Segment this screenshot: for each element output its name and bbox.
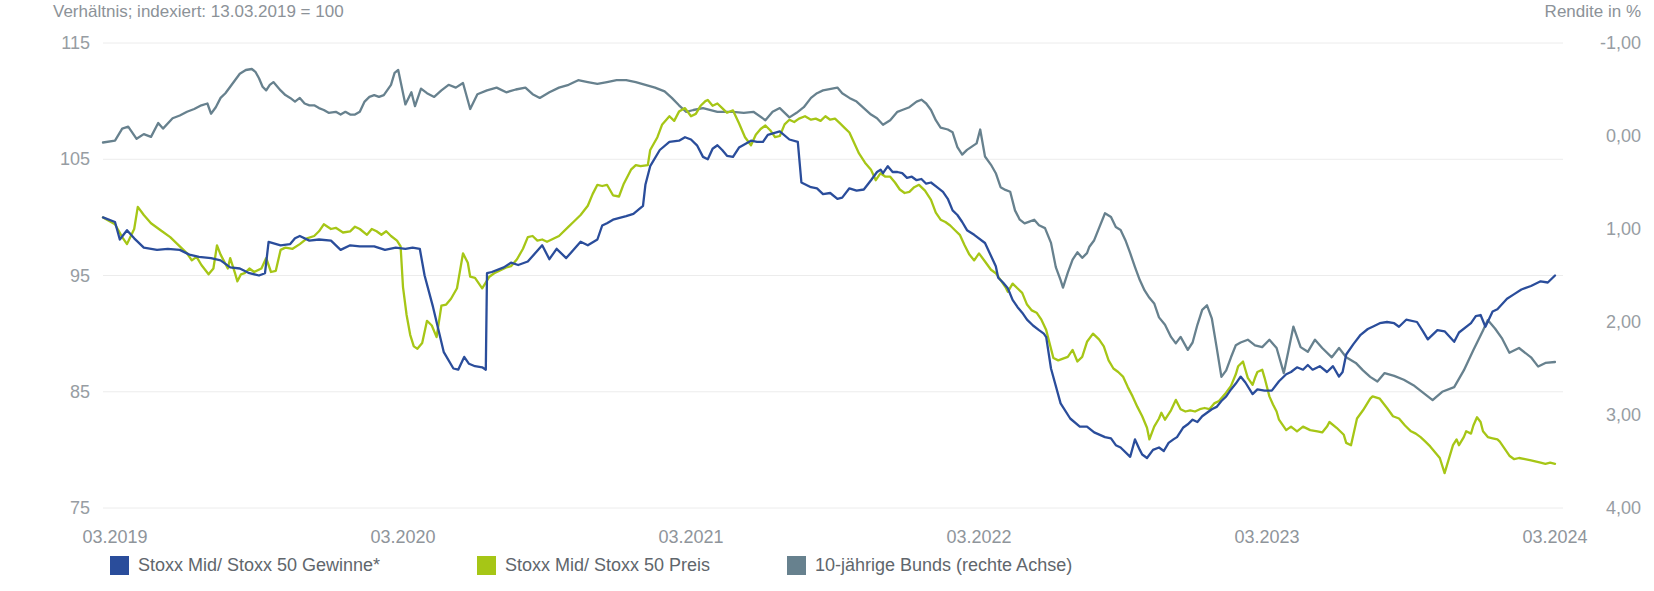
series-line-left (103, 131, 1555, 458)
legend-item: Stoxx Mid/ Stoxx 50 Gewinne* (110, 554, 380, 576)
legend: Stoxx Mid/ Stoxx 50 Gewinne* Stoxx Mid/ S… (0, 554, 1654, 584)
legend-label: Stoxx Mid/ Stoxx 50 Preis (505, 555, 710, 576)
x-axis-tick-label: 03.2021 (611, 527, 771, 548)
legend-swatch-icon (477, 556, 496, 575)
axis-tick-label: 75 (0, 498, 90, 519)
chart-root: Verhältnis; indexiert: 13.03.2019 = 100 … (0, 0, 1654, 591)
legend-item: Stoxx Mid/ Stoxx 50 Preis (477, 554, 710, 576)
legend-label: 10-jährige Bunds (rechte Achse) (815, 555, 1072, 576)
x-axis-tick-label: 03.2019 (35, 527, 195, 548)
axis-tick-label: 3,00 (1560, 405, 1641, 426)
legend-item: 10-jährige Bunds (rechte Achse) (787, 554, 1072, 576)
axis-tick-label: 115 (0, 33, 90, 54)
axis-tick-label: 2,00 (1560, 312, 1641, 333)
x-axis-tick-label: 03.2023 (1187, 527, 1347, 548)
axis-tick-label: -1,00 (1560, 33, 1641, 54)
axis-tick-label: 105 (0, 149, 90, 170)
axis-tick-label: 0,00 (1560, 126, 1641, 147)
legend-swatch-icon (787, 556, 806, 575)
axis-tick-label: 4,00 (1560, 498, 1641, 519)
x-axis-tick-label: 03.2020 (323, 527, 483, 548)
axis-tick-label: 95 (0, 265, 90, 286)
plot-area (0, 0, 1654, 591)
series-line-left (103, 100, 1555, 473)
legend-swatch-icon (110, 556, 129, 575)
x-axis-tick-label: 03.2022 (899, 527, 1059, 548)
axis-tick-label: 85 (0, 381, 90, 402)
legend-label: Stoxx Mid/ Stoxx 50 Gewinne* (138, 555, 380, 576)
axis-tick-label: 1,00 (1560, 219, 1641, 240)
x-axis-tick-label: 03.2024 (1475, 527, 1635, 548)
